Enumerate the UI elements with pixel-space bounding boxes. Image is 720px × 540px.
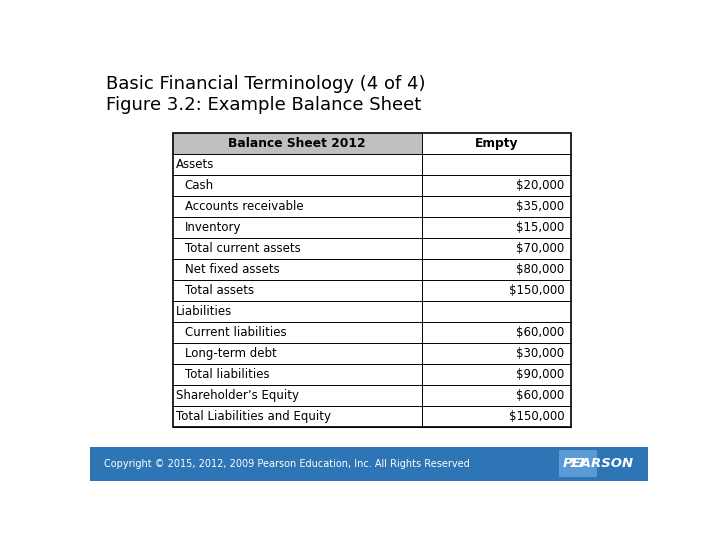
Text: $150,000: $150,000 bbox=[508, 410, 564, 423]
Text: Accounts receivable: Accounts receivable bbox=[185, 200, 304, 213]
Text: Long-term debt: Long-term debt bbox=[185, 347, 276, 360]
Text: $80,000: $80,000 bbox=[516, 264, 564, 276]
Text: Copyright © 2015, 2012, 2009 Pearson Education, Inc. All Rights Reserved: Copyright © 2015, 2012, 2009 Pearson Edu… bbox=[104, 458, 469, 469]
Text: Total liabilities: Total liabilities bbox=[185, 368, 269, 381]
Text: Current liabilities: Current liabilities bbox=[185, 326, 287, 339]
Text: Cash: Cash bbox=[185, 179, 214, 192]
Text: $70,000: $70,000 bbox=[516, 242, 564, 255]
Text: Total Liabilities and Equity: Total Liabilities and Equity bbox=[176, 410, 331, 423]
Text: Shareholder’s Equity: Shareholder’s Equity bbox=[176, 389, 299, 402]
Bar bbox=[90, 447, 648, 481]
Text: $35,000: $35,000 bbox=[516, 200, 564, 213]
Text: Basic Financial Terminology (4 of 4): Basic Financial Terminology (4 of 4) bbox=[106, 75, 425, 93]
Text: $60,000: $60,000 bbox=[516, 389, 564, 402]
Text: Assets: Assets bbox=[176, 158, 215, 171]
Text: Net fixed assets: Net fixed assets bbox=[185, 264, 279, 276]
Bar bbox=[173, 133, 571, 427]
Text: 17: 17 bbox=[569, 457, 587, 470]
Text: $15,000: $15,000 bbox=[516, 221, 564, 234]
Text: PEARSON: PEARSON bbox=[563, 457, 634, 470]
Bar bbox=[173, 133, 571, 427]
Text: Figure 3.2: Example Balance Sheet: Figure 3.2: Example Balance Sheet bbox=[106, 96, 421, 114]
Text: Liabilities: Liabilities bbox=[176, 306, 232, 319]
Text: $60,000: $60,000 bbox=[516, 326, 564, 339]
Text: Balance Sheet 2012: Balance Sheet 2012 bbox=[228, 137, 366, 151]
Text: Total current assets: Total current assets bbox=[185, 242, 301, 255]
Text: $90,000: $90,000 bbox=[516, 368, 564, 381]
Text: $20,000: $20,000 bbox=[516, 179, 564, 192]
Bar bbox=[173, 133, 422, 154]
Text: Empty: Empty bbox=[474, 137, 518, 151]
Text: $150,000: $150,000 bbox=[508, 285, 564, 298]
Text: Total assets: Total assets bbox=[185, 285, 254, 298]
Text: $30,000: $30,000 bbox=[516, 347, 564, 360]
Text: Inventory: Inventory bbox=[185, 221, 241, 234]
Bar bbox=[559, 450, 597, 477]
